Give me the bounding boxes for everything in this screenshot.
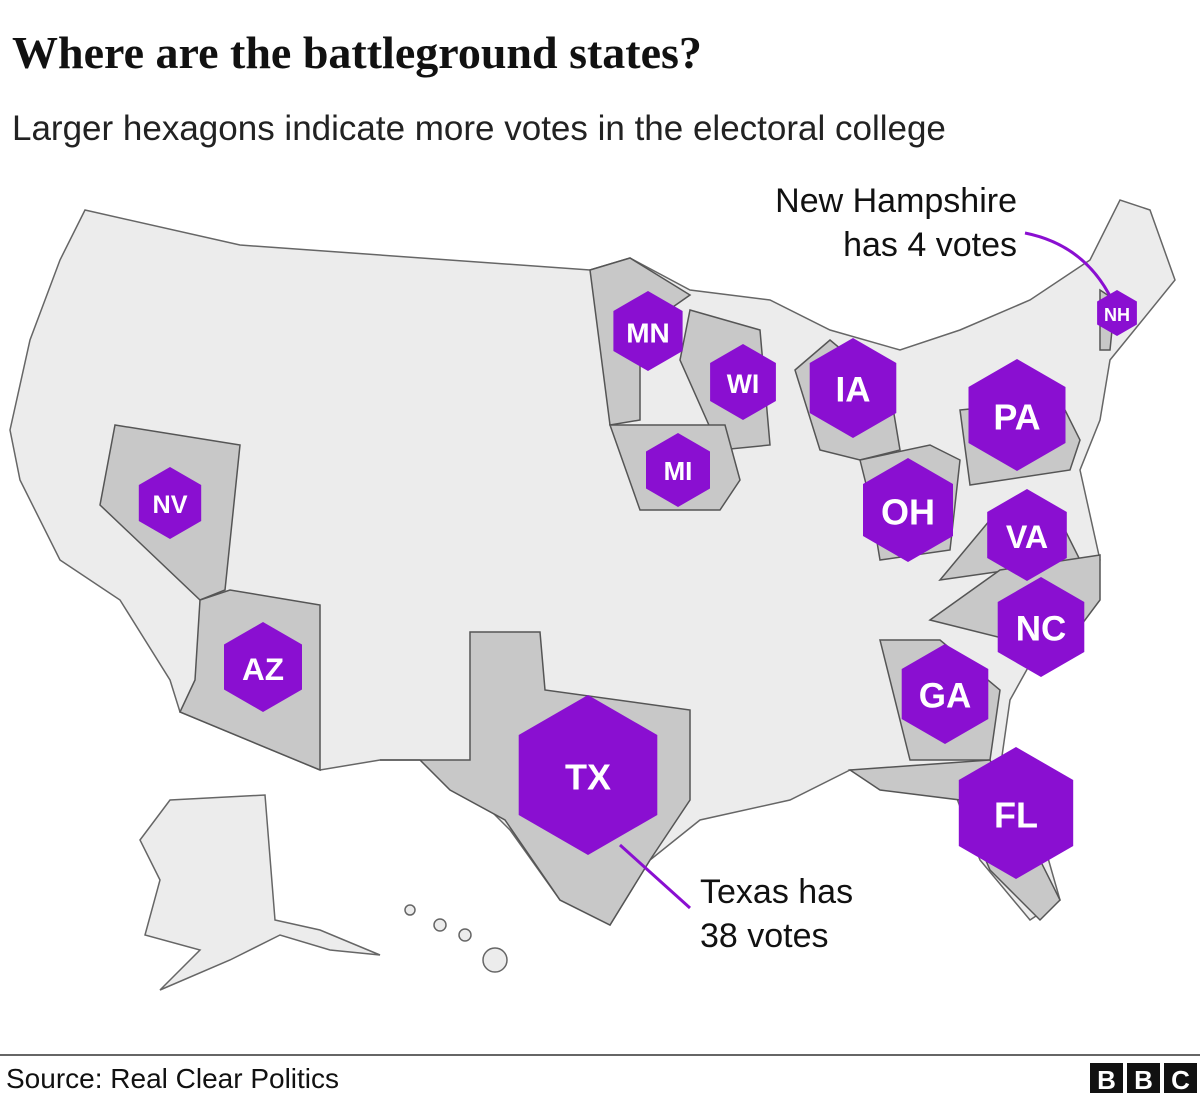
state-hexagon bbox=[987, 489, 1067, 581]
state-label: NV bbox=[153, 491, 188, 519]
nh-leader bbox=[1024, 231, 1114, 301]
state-label: TX bbox=[565, 757, 611, 798]
state-hexagon bbox=[863, 458, 953, 562]
state-hexagon bbox=[997, 577, 1085, 677]
state-label: NH bbox=[1104, 305, 1130, 325]
subtitle: Larger hexagons indicate more votes in t… bbox=[12, 109, 946, 148]
state-hexagon bbox=[518, 695, 658, 855]
logo-letter: C bbox=[1171, 1065, 1190, 1095]
state-label: IA bbox=[836, 371, 871, 410]
state-label: MN bbox=[626, 318, 670, 349]
state-hexagon bbox=[138, 467, 202, 539]
state-label: GA bbox=[919, 677, 972, 716]
state-label: PA bbox=[993, 397, 1040, 438]
logo-box bbox=[1164, 1063, 1197, 1093]
state-label: MI bbox=[664, 458, 693, 486]
source: Source: Real Clear Politics bbox=[6, 1063, 339, 1094]
annotations: New Hampshire has 4 votes Texas has 38 vote… bbox=[700, 182, 1017, 955]
state-hexagon bbox=[710, 344, 776, 420]
state-hexagon bbox=[901, 644, 989, 744]
state-hexagon bbox=[646, 433, 710, 507]
state-label: AZ bbox=[242, 651, 284, 687]
state-hexagon bbox=[1097, 290, 1137, 336]
tx-leader bbox=[618, 843, 692, 910]
title: Where are the battleground states? bbox=[12, 27, 702, 78]
hexagons: NV AZ TX MN WI IA MI OH PA VA NC GA FL NH bbox=[138, 290, 1137, 879]
annotation-line: has 4 votes bbox=[843, 226, 1017, 264]
state-label: FL bbox=[994, 795, 1038, 836]
state-label: WI bbox=[727, 369, 760, 399]
annotation-line: 38 votes bbox=[700, 917, 829, 955]
state-label: OH bbox=[881, 492, 935, 533]
state-hexagon bbox=[958, 747, 1074, 879]
state-hexagon bbox=[224, 622, 302, 712]
logo-letter: B bbox=[1134, 1065, 1153, 1095]
state-hexagon bbox=[613, 291, 683, 371]
annotation-line: New Hampshire bbox=[775, 182, 1017, 220]
alaska bbox=[139, 794, 381, 991]
hawaii bbox=[404, 904, 508, 973]
logo-letter: B bbox=[1097, 1065, 1116, 1095]
state-hexagon bbox=[968, 359, 1066, 471]
annotation-line: Texas has bbox=[700, 873, 853, 911]
map bbox=[9, 199, 1176, 991]
logo-box bbox=[1127, 1063, 1160, 1093]
state-label: NC bbox=[1016, 610, 1067, 649]
state-hexagon bbox=[809, 338, 897, 438]
logo-box bbox=[1090, 1063, 1123, 1093]
state-label: VA bbox=[1006, 519, 1048, 555]
